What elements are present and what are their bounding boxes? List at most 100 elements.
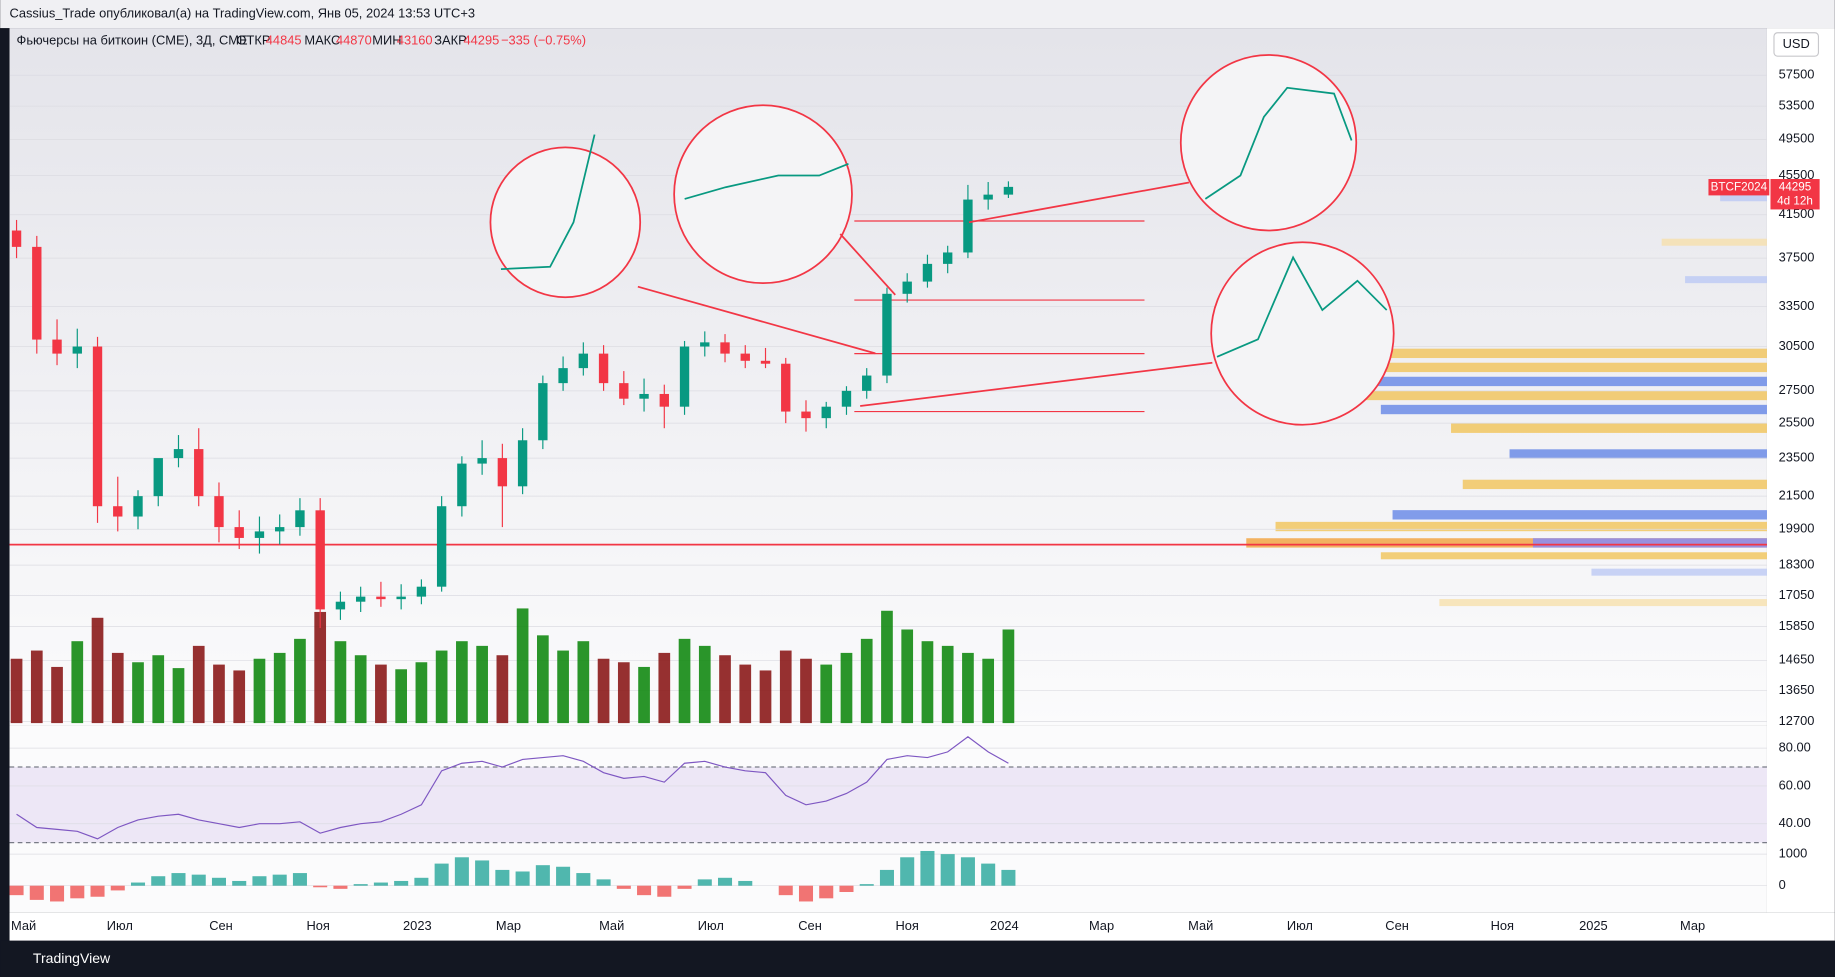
profile-bar bbox=[1532, 538, 1767, 548]
x-tick-label: Ноя bbox=[1491, 918, 1514, 933]
volume-bar bbox=[597, 658, 610, 724]
y-tick-label: 37500 bbox=[1779, 250, 1815, 265]
volume-bar bbox=[172, 668, 185, 724]
candle-body bbox=[275, 527, 285, 532]
candle-body bbox=[943, 252, 953, 264]
low-label: МИН bbox=[372, 32, 401, 47]
zoom-circle bbox=[673, 104, 853, 285]
ticker: BTCF2024 bbox=[1711, 180, 1768, 193]
rsi-line bbox=[16, 736, 1009, 840]
y-tick-label: 40.00 bbox=[1779, 815, 1811, 830]
candle-body bbox=[113, 506, 123, 517]
macd-bar bbox=[1001, 869, 1016, 886]
volume-bar bbox=[132, 662, 144, 724]
macd-bar bbox=[596, 879, 611, 886]
macd-bar bbox=[718, 877, 733, 886]
macd-bar bbox=[50, 885, 65, 902]
volume-bar bbox=[456, 641, 468, 724]
header-bar bbox=[0, 0, 1835, 29]
candle-body bbox=[173, 449, 184, 459]
y-tick-label: 45500 bbox=[1779, 167, 1815, 182]
candle-body bbox=[153, 458, 163, 497]
profile-bar bbox=[1380, 404, 1767, 415]
candle-body bbox=[639, 393, 649, 399]
macd-bar bbox=[211, 877, 226, 886]
low: 43160 bbox=[397, 32, 433, 47]
ticker-badge bbox=[1708, 179, 1770, 196]
y-tick-label: 13650 bbox=[1779, 682, 1815, 697]
candle-body bbox=[355, 596, 366, 602]
volume-bar bbox=[496, 655, 509, 724]
volume-bar bbox=[638, 666, 650, 724]
candle-body bbox=[517, 440, 528, 487]
volume-bar bbox=[395, 669, 408, 724]
profile-bar bbox=[1392, 510, 1767, 520]
currency-button[interactable] bbox=[1773, 32, 1820, 57]
candle-body bbox=[882, 293, 892, 376]
volume-bar bbox=[10, 658, 23, 724]
y-tick-label: 25500 bbox=[1779, 415, 1815, 430]
profile-bar bbox=[1357, 376, 1767, 387]
profile-bar bbox=[1380, 552, 1767, 560]
arrow bbox=[968, 181, 1190, 224]
zoom-sketch bbox=[684, 162, 849, 200]
volume-bar bbox=[71, 641, 84, 724]
profile-bar bbox=[1661, 238, 1767, 246]
candle-body bbox=[497, 458, 508, 487]
macd-bar bbox=[313, 885, 328, 888]
macd-bar bbox=[495, 869, 510, 886]
volume-bar bbox=[698, 645, 711, 724]
macd-bar bbox=[940, 854, 955, 886]
macd-bar bbox=[171, 873, 186, 886]
candle-body bbox=[194, 449, 204, 497]
arrow bbox=[860, 361, 1213, 407]
y-tick-label: 41500 bbox=[1779, 206, 1815, 221]
candle-body bbox=[254, 531, 265, 538]
time-axis bbox=[9, 912, 1835, 941]
volume-bar bbox=[476, 645, 488, 724]
candle-body bbox=[214, 496, 224, 528]
x-tick-label: Мар bbox=[1680, 918, 1705, 933]
macd-bar bbox=[70, 885, 85, 899]
candle-body bbox=[335, 601, 346, 610]
macd-bar bbox=[819, 885, 834, 899]
price-badge: BTCF2024 44295 4d 12h bbox=[1708, 179, 1820, 210]
volume-bar bbox=[375, 664, 387, 724]
volume-bar bbox=[678, 638, 691, 724]
profile-bar bbox=[1462, 479, 1767, 490]
candle-body bbox=[295, 510, 305, 528]
macd-bar bbox=[839, 885, 854, 893]
macd-bar bbox=[515, 871, 530, 886]
high-label: МАКС bbox=[304, 32, 340, 47]
candle-body bbox=[983, 194, 993, 200]
candle-body bbox=[416, 586, 427, 597]
x-tick-label: 2024 bbox=[990, 918, 1019, 933]
x-tick-label: Июл bbox=[107, 918, 133, 933]
macd-bar bbox=[9, 885, 24, 896]
footer-logo: TradingView bbox=[33, 950, 111, 966]
legend: Фьючерсы на биткоин (CME), 3Д, CME ОТКР … bbox=[17, 32, 586, 47]
candle-body bbox=[32, 246, 42, 340]
candle-body bbox=[619, 383, 629, 399]
macd-bar bbox=[454, 857, 469, 886]
macd-bar bbox=[798, 885, 814, 902]
price-axis bbox=[1766, 28, 1835, 913]
macd-bar bbox=[333, 885, 348, 889]
macd-bar bbox=[414, 877, 429, 886]
x-tick-label: Май bbox=[1188, 918, 1213, 933]
candle-body bbox=[315, 510, 325, 610]
candle-body bbox=[92, 346, 103, 507]
volume-bar bbox=[779, 650, 792, 724]
volume-bar bbox=[91, 617, 104, 724]
macd-bar bbox=[677, 885, 692, 889]
macd-bar bbox=[859, 884, 874, 886]
volume-bar bbox=[415, 662, 428, 724]
y-tick-label: 15850 bbox=[1779, 618, 1815, 633]
y-tick-label: 49500 bbox=[1779, 131, 1815, 146]
candle-body bbox=[902, 281, 912, 294]
x-tick-label: Ноя bbox=[896, 918, 919, 933]
arrow bbox=[637, 285, 876, 355]
candle-body bbox=[821, 406, 831, 419]
y-tick-label: 19900 bbox=[1779, 521, 1815, 536]
